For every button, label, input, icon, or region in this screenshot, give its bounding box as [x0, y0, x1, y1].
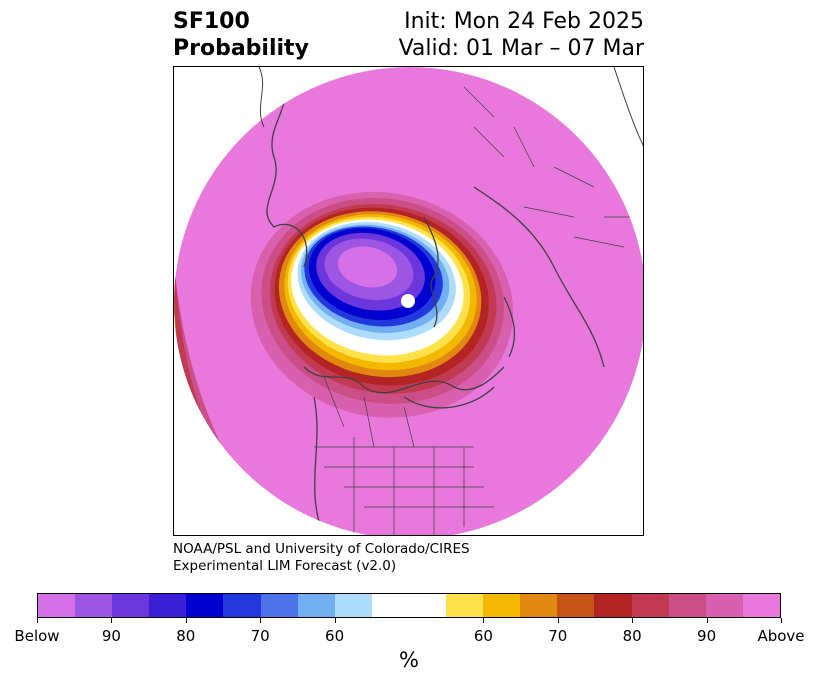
- colorbar-segment: [260, 594, 298, 617]
- colorbar-segment: [75, 594, 113, 617]
- valid-range: Valid: 01 Mar – 07 Mar: [398, 36, 644, 61]
- credit-line-1: NOAA/PSL and University of Colorado/CIRE…: [173, 541, 470, 557]
- map-svg: [174, 67, 643, 535]
- colorbar-segment: [371, 594, 409, 617]
- colorbar-tick-label: 90: [101, 627, 121, 645]
- colorbar-tick-label: Below: [14, 627, 60, 645]
- colorbar-tick: [37, 618, 38, 623]
- colorbar: [37, 593, 781, 618]
- colorbar-tick-label: 60: [473, 627, 493, 645]
- colorbar-segment: [557, 594, 595, 617]
- title-variable: SF100: [173, 9, 250, 34]
- colorbar-tick-label: 70: [548, 627, 568, 645]
- colorbar-tick: [185, 618, 187, 623]
- colorbar-tick-label: Above: [757, 627, 805, 645]
- title-type: Probability: [173, 36, 309, 61]
- colorbar-segment: [520, 594, 558, 617]
- colorbar-segment: [483, 594, 521, 617]
- colorbar-tick-label: 70: [250, 627, 270, 645]
- land-outline: [258, 67, 265, 128]
- land-outline: [613, 67, 643, 147]
- colorbar-segment: [408, 594, 447, 617]
- credit-line-2: Experimental LIM Forecast (v2.0): [173, 558, 397, 574]
- colorbar-segment: [631, 594, 669, 617]
- colorbar-tick-label: 90: [697, 627, 717, 645]
- colorbar-segment: [668, 594, 706, 617]
- pole-marker: [401, 294, 415, 308]
- colorbar-tick: [632, 618, 634, 623]
- colorbar-tick-label: 80: [176, 627, 196, 645]
- colorbar-tick: [260, 618, 262, 623]
- credit: NOAA/PSL and University of Colorado/CIRE…: [173, 541, 470, 575]
- colorbar-unit: %: [399, 648, 419, 672]
- title-right: Init: Mon 24 Feb 2025 Valid: 01 Mar – 07…: [399, 8, 644, 62]
- colorbar-tick: [483, 618, 485, 623]
- colorbar-segment: [334, 594, 372, 617]
- colorbar-tick: [557, 618, 559, 623]
- colorbar-tick-label: 60: [325, 627, 345, 645]
- colorbar-segment: [742, 594, 780, 617]
- colorbar-tick-label: 80: [622, 627, 642, 645]
- colorbar-segment: [186, 594, 224, 617]
- title-left: SF100 Probability: [173, 8, 309, 62]
- colorbar-tick: [111, 618, 113, 623]
- map-frame: [173, 66, 644, 536]
- colorbar-segment: [38, 594, 76, 617]
- init-date: Init: Mon 24 Feb 2025: [404, 9, 644, 34]
- anomaly-rings: [250, 191, 514, 418]
- colorbar-segment: [446, 594, 484, 617]
- colorbar-tick: [706, 618, 708, 623]
- colorbar-segment: [149, 594, 187, 617]
- colorbar-segment: [594, 594, 632, 617]
- colorbar-segment: [297, 594, 335, 617]
- colorbar-tick: [781, 618, 782, 623]
- colorbar-segment: [112, 594, 150, 617]
- colorbar-segment: [223, 594, 261, 617]
- colorbar-segment: [705, 594, 743, 617]
- colorbar-tick: [334, 618, 336, 623]
